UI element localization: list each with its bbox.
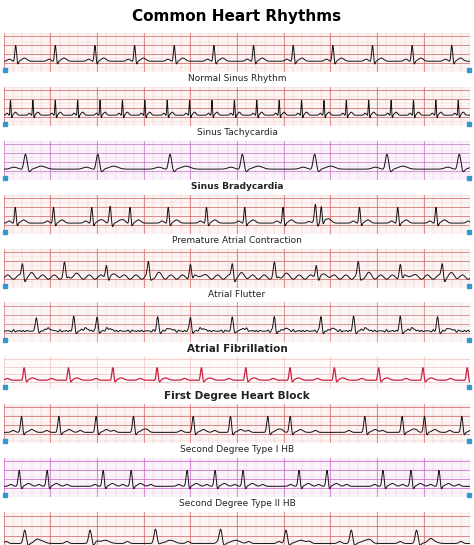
- Text: Second Degree Type I HB: Second Degree Type I HB: [180, 445, 294, 455]
- Text: Premature Atrial Contraction: Premature Atrial Contraction: [172, 236, 302, 245]
- Text: Sinus Bradycardia: Sinus Bradycardia: [191, 182, 283, 191]
- Text: Sinus Tachycardia: Sinus Tachycardia: [197, 128, 277, 137]
- Text: Common Heart Rhythms: Common Heart Rhythms: [132, 9, 342, 24]
- Text: Normal Sinus Rhythm: Normal Sinus Rhythm: [188, 74, 286, 83]
- Text: Atrial Fibrillation: Atrial Fibrillation: [187, 343, 287, 354]
- Text: Atrial Flutter: Atrial Flutter: [209, 290, 265, 299]
- Text: Second Degree Type II HB: Second Degree Type II HB: [179, 499, 295, 508]
- Text: First Degree Heart Block: First Degree Heart Block: [164, 391, 310, 401]
